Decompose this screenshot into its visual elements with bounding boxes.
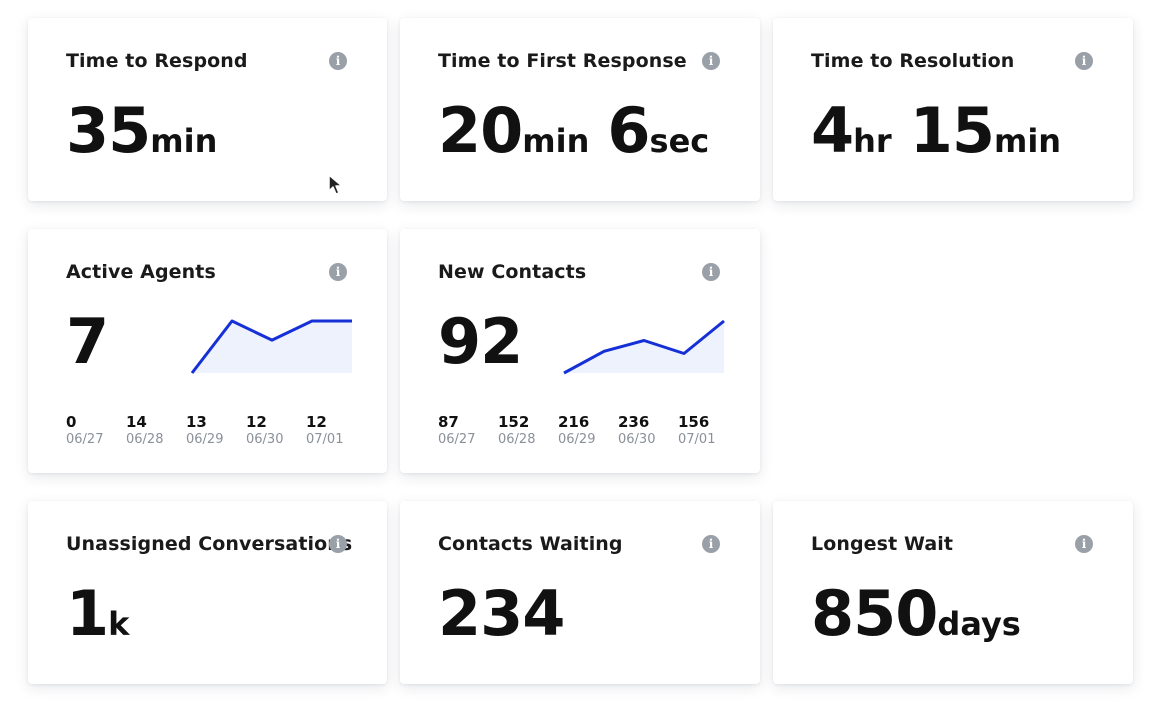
sparkline-new-contacts [563,319,725,375]
axis-column: 152 06/28 [498,413,548,449]
metric-number: 7 [66,305,109,378]
metric-value: 1k [66,577,129,650]
metric-unit: sec [649,122,710,160]
sparkline-area [192,321,352,373]
tick-label: 06/29 [558,432,596,447]
metric-number: 1 [66,577,109,650]
card-title: Longest Wait [811,533,954,555]
axis-column: 13 06/29 [186,413,236,449]
axis-column: 12 07/01 [306,413,356,449]
data-label: 12 [306,413,327,431]
metric-number: 6 [607,94,650,167]
sparkline-axis: 87 06/27 152 06/28 216 06/29 236 06/30 156 07/01 [438,413,738,453]
data-label: 12 [246,413,267,431]
axis-column: 87 06/27 [438,413,488,449]
info-icon[interactable]: i [329,52,347,70]
card-title: Active Agents [66,261,216,283]
data-label: 87 [438,413,459,431]
metric-value: 35min [66,94,217,167]
info-icon[interactable]: i [702,535,720,553]
card-title: Contacts Waiting [438,533,623,555]
card-new-contacts: New Contacts i 92 87 06/27 152 06/28 216 06/2… [400,229,760,473]
tick-label: 06/30 [618,432,656,447]
sparkline-axis: 0 06/27 14 06/28 13 06/29 12 06/30 12 07/01 [66,413,366,453]
sparkline-area [564,321,724,373]
tick-label: 07/01 [678,432,716,447]
metric-number: 92 [438,305,523,378]
card-title: Unassigned Conversations [66,533,353,555]
axis-column: 14 06/28 [126,413,176,449]
cursor-arrow-icon [328,174,343,195]
metric-unit: k [108,605,130,643]
metric-unit: days [937,605,1021,643]
data-label: 236 [618,413,650,431]
metric-unit: min [522,122,590,160]
metric-unit: min [993,122,1062,160]
tick-label: 06/29 [186,432,224,447]
metric-number: 4 [811,94,854,167]
metric-value: 850days [811,577,1021,650]
data-label: 0 [66,413,77,431]
card-title: New Contacts [438,261,587,283]
metric-value: 4hr 15min [811,94,1061,167]
axis-column: 0 06/27 [66,413,116,449]
metric-unit: min [150,122,218,160]
card-contacts-waiting: Contacts Waiting i 234 [400,501,760,684]
info-icon[interactable]: i [1075,52,1093,70]
metric-number: 234 [438,577,565,650]
axis-column: 236 06/30 [618,413,668,449]
card-unassigned-conversations: Unassigned Conversations i 1k [28,501,387,684]
axis-column: 216 06/29 [558,413,608,449]
axis-column: 156 07/01 [678,413,728,449]
data-label: 14 [126,413,147,431]
sparkline-series-line [190,319,352,374]
info-icon[interactable]: i [702,52,720,70]
metric-value: 92 [438,305,523,378]
metric-value: 20min 6sec [438,94,709,167]
metric-number: 20 [438,94,523,167]
card-title: Time to Resolution [811,50,1015,72]
tick-label: 06/28 [498,432,536,447]
metric-value: 7 [66,305,109,378]
card-longest-wait: Longest Wait i 850days [773,501,1133,684]
metric-number: 35 [66,94,151,167]
info-icon[interactable]: i [702,263,720,281]
tick-label: 06/30 [246,432,284,447]
card-active-agents: Active Agents i 7 0 06/27 14 06/28 13 06/29 12… [28,229,387,473]
info-icon[interactable]: i [1075,535,1093,553]
info-icon[interactable]: i [329,535,347,553]
card-time-to-resolution: Time to Resolution i 4hr 15min [773,18,1133,201]
tick-label: 06/27 [438,432,476,447]
card-time-to-first-response: Time to First Response i 20min 6sec [400,18,760,201]
data-label: 13 [186,413,207,431]
axis-column: 12 06/30 [246,413,296,449]
data-label: 216 [558,413,590,431]
info-icon[interactable]: i [329,263,347,281]
tick-label: 07/01 [306,432,344,447]
card-title: Time to Respond [66,50,248,72]
sparkline-active-agents [190,319,352,374]
tick-label: 06/28 [126,432,164,447]
metric-unit: hr [853,122,892,160]
tick-label: 06/27 [66,432,104,447]
sparkline-series-line [563,319,725,375]
metric-value: 234 [438,577,565,650]
card-title: Time to First Response [438,50,687,72]
data-label: 152 [498,413,530,431]
data-label: 156 [678,413,710,431]
card-time-to-respond: Time to Respond i 35min [28,18,387,201]
metric-number: 15 [909,94,995,167]
metric-number: 850 [811,577,938,650]
